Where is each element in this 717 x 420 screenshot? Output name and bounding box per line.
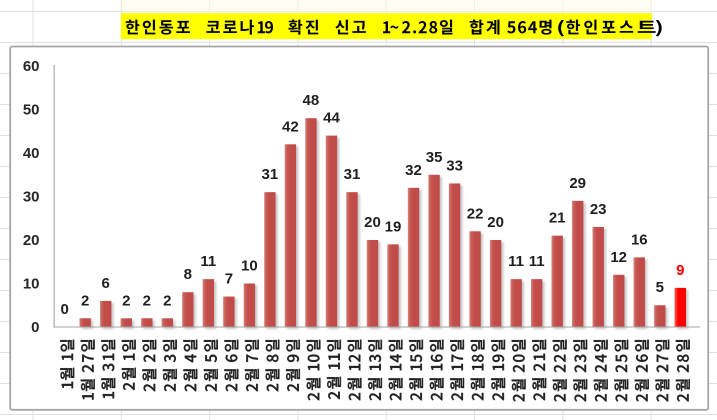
svg-text:48: 48 [303, 92, 320, 109]
svg-text:2: 2 [143, 292, 151, 309]
svg-text:20: 20 [487, 214, 504, 231]
svg-text:0: 0 [61, 301, 69, 318]
svg-text:20: 20 [23, 232, 40, 249]
svg-text:42: 42 [282, 118, 299, 135]
svg-text:50: 50 [23, 102, 40, 119]
svg-text:12: 12 [610, 249, 627, 266]
svg-text:0: 0 [31, 319, 39, 336]
svg-text:31: 31 [344, 166, 361, 183]
svg-text:8: 8 [184, 266, 192, 283]
svg-text:29: 29 [569, 175, 586, 192]
svg-text:11: 11 [508, 253, 524, 270]
svg-text:31: 31 [262, 166, 279, 183]
svg-text:11: 11 [200, 253, 216, 270]
svg-text:7: 7 [225, 271, 233, 288]
svg-text:20: 20 [364, 214, 381, 231]
svg-text:2: 2 [122, 292, 130, 309]
svg-text:5: 5 [656, 279, 664, 296]
svg-text:6: 6 [102, 275, 110, 292]
svg-text:23: 23 [590, 201, 607, 218]
svg-text:22: 22 [467, 205, 484, 222]
svg-text:40: 40 [23, 145, 40, 162]
svg-text:60: 60 [23, 58, 40, 75]
svg-text:11: 11 [529, 253, 545, 270]
svg-text:44: 44 [323, 110, 340, 127]
svg-text:16: 16 [631, 231, 648, 248]
svg-text:21: 21 [549, 210, 566, 227]
svg-text:30: 30 [23, 189, 40, 206]
svg-text:10: 10 [23, 276, 40, 293]
svg-text:32: 32 [405, 162, 422, 179]
svg-text:2: 2 [81, 292, 89, 309]
svg-text:35: 35 [426, 149, 443, 166]
svg-text:33: 33 [446, 158, 463, 175]
svg-text:19: 19 [385, 218, 402, 235]
svg-text:10: 10 [241, 258, 258, 275]
svg-text:9: 9 [676, 262, 684, 279]
svg-text:2: 2 [163, 292, 171, 309]
